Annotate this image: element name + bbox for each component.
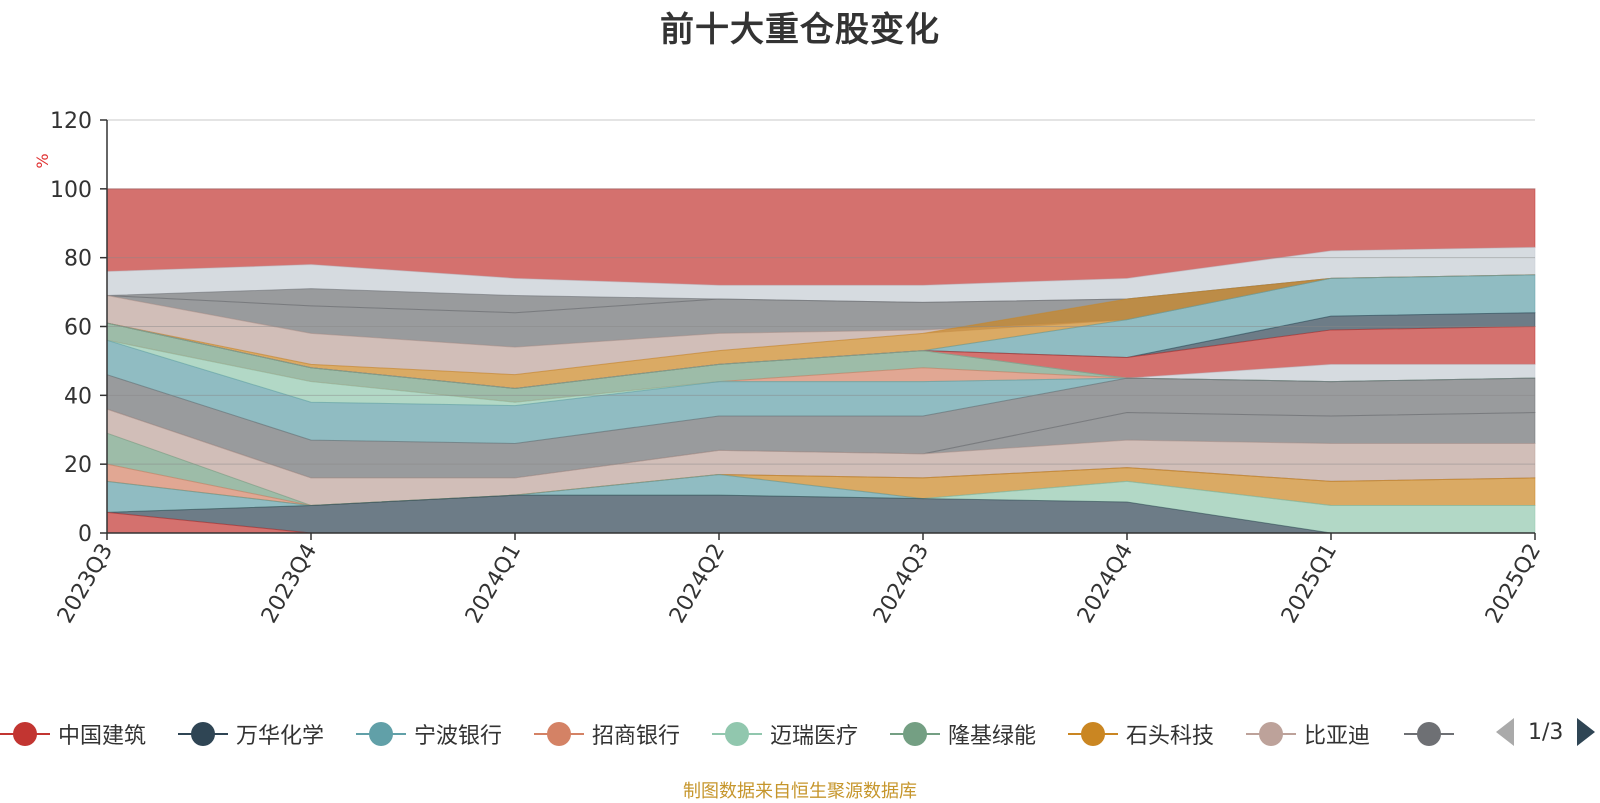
legend-marker-icon (890, 714, 940, 754)
y-tick-label-3: 60 (64, 316, 92, 341)
chart-title: 前十大重仓股变化 (660, 10, 940, 50)
x-tick-label-3: 2024Q2 (665, 540, 730, 628)
y-tick-label-2: 40 (64, 384, 92, 409)
legend-page-indicator: 1/3 (1528, 719, 1564, 745)
legend-label: 中国建筑 (58, 724, 147, 749)
legend-item-8[interactable]: 北方华创 (1404, 714, 1462, 754)
x-tick-label-2: 2024Q1 (461, 540, 526, 628)
legend-marker-icon (356, 714, 406, 754)
legend: 中国建筑 万华化学 宁波银行 招商银行 迈瑞医疗 隆基绿能 石头科技 比亚迪 北方华创 (0, 714, 1600, 754)
legend-marker-icon (534, 714, 584, 754)
y-tick-label-1: 20 (64, 453, 92, 478)
legend-item-0[interactable]: 中国建筑 (0, 714, 146, 754)
legend-item-2[interactable]: 宁波银行 (356, 714, 502, 754)
legend-item-7[interactable]: 比亚迪 (1246, 714, 1370, 754)
area-bands (106, 188, 1536, 534)
x-tick-label-6: 2025Q1 (1277, 540, 1342, 628)
grid-lines (107, 119, 1535, 465)
legend-label: 招商银行 (592, 724, 681, 749)
legend-marker-icon (1068, 714, 1118, 754)
x-tick-label-5: 2024Q4 (1073, 540, 1138, 628)
legend-marker-icon (0, 714, 50, 754)
y-tick-label-5: 100 (50, 178, 92, 203)
legend-pager: 1/3 (1496, 712, 1596, 752)
legend-item-3[interactable]: 招商银行 (534, 714, 680, 754)
legend-label: 迈瑞医疗 (770, 724, 859, 749)
x-tick-label-7: 2025Q2 (1481, 540, 1546, 628)
legend-item-4[interactable]: 迈瑞医疗 (712, 714, 858, 754)
source-note: 制图数据来自恒生聚源数据库 (683, 781, 917, 802)
legend-marker-icon (178, 714, 228, 754)
x-tick-label-0: 2023Q3 (53, 540, 118, 628)
legend-item-1[interactable]: 万华化学 (178, 714, 324, 754)
legend-label: 万华化学 (236, 724, 325, 749)
y-tick-label-4: 80 (64, 247, 92, 272)
x-tick-label-4: 2024Q3 (869, 540, 934, 628)
legend-marker-icon (1404, 714, 1454, 754)
legend-marker-icon (1246, 714, 1296, 754)
x-tick-label-1: 2023Q4 (257, 540, 322, 628)
legend-label: 隆基绿能 (948, 724, 1037, 749)
y-tick-label-0: 0 (78, 522, 92, 547)
legend-items: 中国建筑 万华化学 宁波银行 招商银行 迈瑞医疗 隆基绿能 石头科技 比亚迪 北方华创 (0, 714, 1462, 754)
legend-label: 比亚迪 (1304, 724, 1371, 749)
legend-item-5[interactable]: 隆基绿能 (890, 714, 1036, 754)
legend-prev-page-icon[interactable] (1496, 718, 1514, 746)
legend-item-6[interactable]: 石头科技 (1068, 714, 1214, 754)
y-axis-label: % (33, 153, 52, 168)
y-tick-label-6: 120 (50, 109, 92, 134)
legend-label: 宁波银行 (414, 724, 503, 749)
legend-next-page-icon[interactable] (1577, 718, 1596, 746)
legend-marker-icon (712, 714, 762, 754)
legend-label: 石头科技 (1126, 724, 1215, 749)
area-chart: 0 20 40 60 80 100 120 2023Q3 2023Q4 2024Q1 2024Q2 2… (33, 109, 1546, 628)
